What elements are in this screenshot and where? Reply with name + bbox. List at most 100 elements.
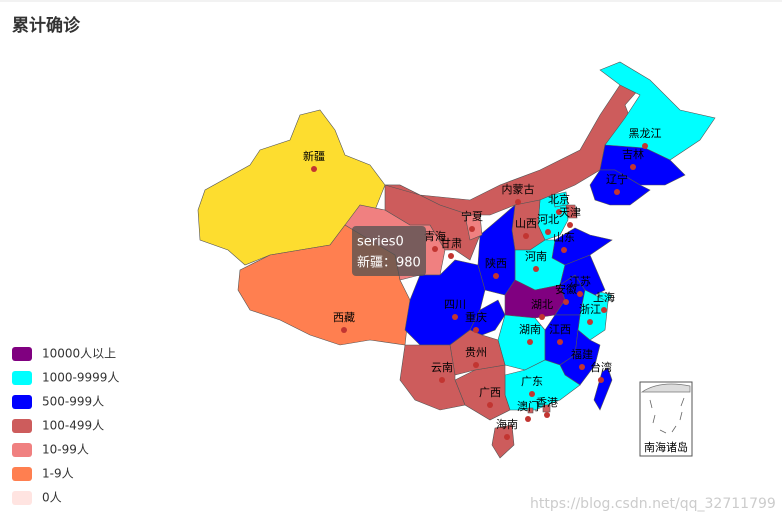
region-label: 云南 — [431, 361, 453, 374]
region-label: 重庆 — [465, 310, 487, 324]
region[interactable] — [491, 424, 515, 459]
region-dot — [577, 291, 583, 297]
legend-swatch[interactable] — [12, 443, 32, 457]
region-dot — [601, 307, 607, 313]
tooltip-text: 新疆：980 — [357, 255, 421, 271]
region-label: 江西 — [549, 323, 571, 336]
legend-label[interactable]: 500-999人 — [42, 395, 104, 409]
region-dot — [556, 209, 562, 215]
region-label: 青海 — [424, 229, 446, 243]
region-label: 广西 — [479, 386, 501, 399]
region[interactable] — [449, 329, 506, 376]
region[interactable] — [542, 404, 551, 413]
region-label: 四川 — [444, 298, 466, 311]
inset-frame — [639, 381, 693, 457]
region-dot — [452, 314, 458, 320]
tooltip-series: series0 — [357, 235, 404, 250]
region-dot — [561, 247, 567, 253]
region[interactable] — [477, 204, 516, 296]
region-label: 山东 — [553, 231, 575, 244]
region-label: 香港 — [536, 396, 558, 409]
region[interactable] — [589, 169, 651, 206]
tooltip: series0 新疆：980 — [352, 226, 426, 276]
region-label: 新疆 — [303, 149, 325, 163]
region[interactable] — [593, 367, 613, 411]
region-dot — [557, 339, 563, 345]
region[interactable] — [527, 407, 534, 414]
region[interactable] — [404, 259, 486, 346]
region-dot — [563, 299, 569, 305]
region-label: 内蒙古 — [502, 182, 535, 196]
title: 累计确诊 — [12, 15, 81, 36]
region-label: 上海 — [593, 290, 615, 304]
legend-label[interactable]: 10000人以上 — [42, 347, 116, 361]
region-dot — [544, 412, 550, 418]
region-label: 贵州 — [465, 346, 487, 359]
region-label: 吉林 — [622, 147, 644, 161]
region-dot — [439, 377, 445, 383]
region-label: 江苏 — [569, 275, 591, 288]
region-label: 湖北 — [531, 298, 553, 311]
region-label: 海南 — [496, 417, 518, 431]
region-dot — [341, 327, 347, 333]
inset-coast — [640, 383, 691, 393]
region-dot — [487, 402, 493, 408]
watermark: https://blog.csdn.net/qq_32711799 — [530, 496, 776, 512]
legend-swatch[interactable] — [12, 419, 32, 433]
region-label: 河南 — [525, 250, 547, 263]
legend-swatch[interactable] — [12, 371, 32, 385]
region-dot — [529, 391, 535, 397]
region-label: 广东 — [521, 375, 543, 388]
region-label: 辽宁 — [606, 172, 628, 186]
region-label: 宁夏 — [461, 209, 483, 223]
region-dot — [473, 362, 479, 368]
region-label: 澳门 — [517, 399, 539, 413]
region-dot — [630, 164, 636, 170]
region-dot — [523, 233, 529, 239]
region-label: 山西 — [515, 217, 537, 230]
legend-swatch[interactable] — [12, 467, 32, 481]
legend-label[interactable]: 0人 — [42, 491, 62, 505]
region-dot — [614, 189, 620, 195]
inset-dashes — [649, 397, 685, 434]
region-dot — [493, 273, 499, 279]
inset-label: 南海诸岛 — [644, 440, 688, 454]
region-label: 台湾 — [590, 360, 612, 374]
region-label: 湖南 — [519, 323, 541, 336]
region-label: 西藏 — [333, 311, 355, 324]
region-label: 甘肃 — [440, 237, 462, 250]
legend-label[interactable]: 1000-9999人 — [42, 371, 119, 385]
region-dot — [504, 434, 510, 440]
region-dot — [473, 327, 479, 333]
legend-swatch[interactable] — [12, 395, 32, 409]
inset: 南海诸岛 — [639, 381, 693, 457]
legend-swatch[interactable] — [12, 347, 32, 361]
region-label: 黑龙江 — [629, 127, 662, 140]
regions — [197, 61, 716, 459]
region-label: 福建 — [571, 347, 593, 361]
tooltip-box — [352, 226, 426, 276]
legend-label[interactable]: 1-9人 — [42, 467, 74, 481]
legend: 10000人以上 1000-9999人 500-999人 100-499人 10-99人… — [12, 347, 119, 505]
region-dot — [469, 226, 475, 232]
legend-label[interactable]: 100-499人 — [42, 419, 104, 433]
region-dot — [642, 143, 648, 149]
region-dot — [311, 166, 317, 172]
region-label: 河北 — [537, 213, 559, 226]
region-label: 安徽 — [555, 282, 577, 296]
region-dot — [579, 364, 585, 370]
region-label: 陕西 — [485, 256, 507, 270]
region-dot — [515, 199, 521, 205]
region-dot — [598, 377, 604, 383]
region-dot — [432, 246, 438, 252]
region-label: 北京 — [548, 192, 570, 206]
region-dot — [533, 266, 539, 272]
legend-swatch[interactable] — [12, 491, 32, 505]
region[interactable] — [399, 344, 466, 411]
region-dot — [567, 222, 573, 228]
region-label: 浙江 — [579, 303, 601, 316]
legend-label[interactable]: 10-99人 — [42, 443, 89, 457]
region-label: 天津 — [559, 206, 581, 219]
